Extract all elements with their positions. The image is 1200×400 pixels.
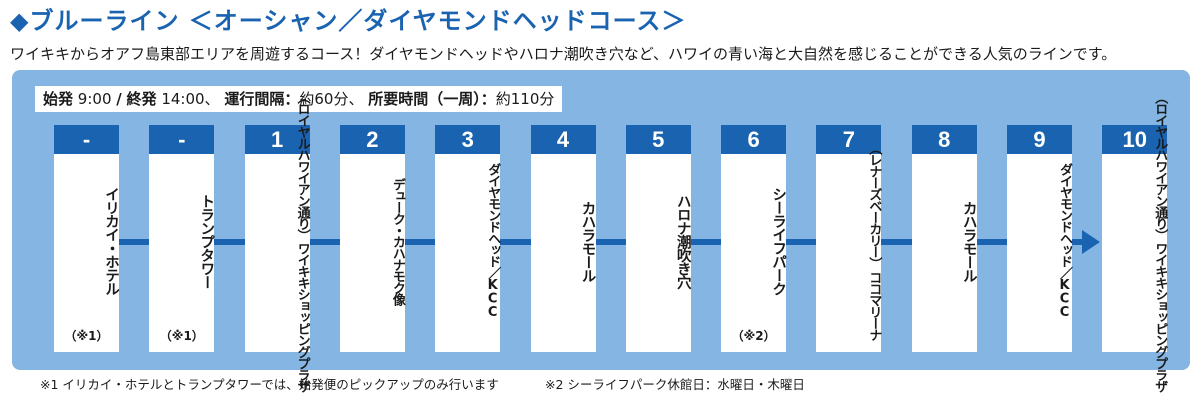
route-stop: 10 ワイキキショッピングプラザ （ロイヤルハワイアン通り） (1102, 91, 1168, 392)
route-stop: 1 ワイキキショッピングプラザ （ロイヤルハワイアン通り） (244, 91, 310, 392)
stop-name-text: ダイヤモンドヘッド／KCC (485, 163, 501, 319)
stop-name: シーライフパーク (721, 160, 786, 322)
course-description: ワイキキからオアフ島東部エリアを周遊するコース！ダイヤモンドヘッドやハロナ潮吹き… (10, 45, 1117, 63)
duration-value: 約110分 (495, 90, 555, 108)
stop-sub-name: （ロイヤルハワイアン通り） (294, 90, 310, 241)
footnote-2: ※2 シーライフパーク休館日：水曜日・木曜日 (545, 377, 805, 392)
stop-name: ダイヤモンドヘッド／KCC (1007, 160, 1072, 322)
stop-card: デューク・カハナモク像 (339, 154, 405, 352)
stop-name-text: ダイヤモンドヘッド／KCC (1057, 163, 1072, 319)
interval-value: 約60分、 (299, 90, 364, 108)
route-stop: 9 ダイヤモンドヘッド／KCC (1007, 125, 1072, 352)
stop-name: ワイキキショッピングプラザ （ロイヤルハワイアン通り） (245, 91, 310, 392)
stop-card: カハラモール (530, 154, 596, 352)
stop-name: カハラモール (531, 160, 596, 322)
stop-card: トランプタワー （※1） (149, 154, 215, 352)
route-stop: - トランプタワー （※1） (149, 125, 215, 352)
stop-name: デューク・カハナモク像 (340, 160, 405, 322)
stop-name-text: カハラモール (579, 200, 596, 282)
stop-name-text: トランプタワー (198, 193, 215, 289)
stop-card: ワイキキショッピングプラザ （ロイヤルハワイアン通り） (1102, 91, 1168, 392)
stop-note: （※2） (731, 329, 776, 343)
stop-card: カハラモール (911, 154, 977, 352)
page-title: ◆ブルーライン ＜オーシャン／ダイヤモンドヘッドコース＞ (10, 7, 687, 35)
stop-name-text: イリカイ・ホテル (103, 187, 119, 295)
duration-label: 所要時間（一周）： (368, 90, 496, 108)
stop-number: - (149, 125, 215, 154)
stop-name-text: ワイキキショッピングプラザ (1152, 242, 1168, 392)
route-arrow-icon (1082, 230, 1100, 254)
stop-card: ハロナ潮吹き穴 (625, 154, 691, 352)
stop-note: （※1） (159, 329, 204, 343)
stop-number: 10 (1102, 125, 1168, 154)
stop-sub-name: （ロイヤルハワイアン通り） (1152, 90, 1168, 241)
stop-name-text: シーライフパーク (770, 187, 787, 295)
stop-number: 8 (911, 125, 977, 154)
footnote-1: ※1 イリカイ・ホテルとトランプタワーでは、始発便のピックアップのみ行います (40, 377, 499, 392)
first-bus-label: 始発 (43, 90, 74, 108)
stop-name: カハラモール (912, 160, 977, 322)
route-stop: 5 ハロナ潮吹き穴 (625, 125, 691, 352)
stop-name-text: カハラモール (960, 200, 977, 282)
last-bus-label: 終発 (126, 90, 157, 108)
stop-name: イリカイ・ホテル (54, 160, 119, 322)
stop-card: ダイヤモンドヘッド／KCC (1007, 154, 1072, 352)
stop-number: 2 (339, 125, 405, 154)
interval-label: 運行間隔： (224, 90, 300, 108)
stop-number: 1 (244, 125, 310, 154)
route-stop: 7 ココマリーナ （レナーズベーカリー） (816, 125, 882, 352)
stop-number: 3 (435, 125, 501, 154)
stop-sub-name: （レナーズベーカリー） (866, 142, 882, 269)
stop-name: ワイキキショッピングプラザ （ロイヤルハワイアン通り） (1102, 91, 1167, 392)
route-stop: - イリカイ・ホテル （※1） (54, 125, 119, 352)
route-stop: 6 シーライフパーク （※2） (721, 125, 787, 352)
route-stop: 4 カハラモール (530, 125, 596, 352)
stop-number: - (54, 125, 119, 154)
stop-card: イリカイ・ホテル （※1） (54, 154, 119, 352)
stop-number: 9 (1007, 125, 1072, 154)
stop-name-text: ハロナ潮吹き穴 (674, 193, 691, 289)
first-bus-time: 9:00 (77, 90, 112, 108)
stop-name-text: ワイキキショッピングプラザ (294, 242, 310, 392)
stop-name-text: デューク・カハナモク像 (389, 177, 405, 305)
last-bus-time: 14:00、 (161, 90, 220, 108)
stop-card: シーライフパーク （※2） (721, 154, 787, 352)
stop-number: 6 (721, 125, 787, 154)
schedule-separator: / (116, 90, 122, 108)
stop-name: ハロナ潮吹き穴 (626, 160, 691, 322)
stop-name: ココマリーナ （レナーズベーカリー） (816, 142, 881, 340)
route-stop: 8 カハラモール (911, 125, 977, 352)
stop-number: 7 (816, 125, 882, 154)
stop-name: トランプタワー (149, 160, 214, 322)
route-stop: 2 デューク・カハナモク像 (339, 125, 405, 352)
stop-card: ココマリーナ （レナーズベーカリー） (816, 142, 882, 352)
stop-card: ワイキキショッピングプラザ （ロイヤルハワイアン通り） (244, 91, 310, 392)
stop-number: 5 (625, 125, 691, 154)
route-panel: 始発 9:00 / 終発 14:00、 運行間隔：約60分、 所要時間（一周）：… (12, 70, 1190, 392)
stop-number: 4 (530, 125, 596, 154)
route-stop: 3 ダイヤモンドヘッド／KCC (435, 125, 501, 352)
schedule-info: 始発 9:00 / 終発 14:00、 運行間隔：約60分、 所要時間（一周）：… (35, 86, 563, 112)
stop-name-text: ココマリーナ (866, 270, 882, 340)
stop-note: （※1） (64, 329, 109, 343)
stop-name: ダイヤモンドヘッド／KCC (435, 160, 500, 322)
stop-card: ダイヤモンドヘッド／KCC (435, 154, 501, 352)
